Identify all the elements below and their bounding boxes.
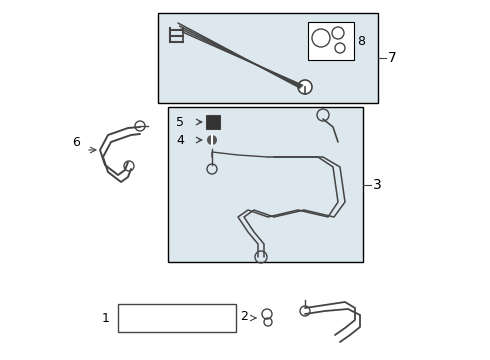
Bar bbox=[118, 304, 236, 332]
Text: 1: 1 bbox=[102, 311, 110, 324]
Text: 8: 8 bbox=[357, 35, 365, 48]
Bar bbox=[168, 107, 363, 262]
Bar bbox=[308, 22, 354, 60]
Text: 3: 3 bbox=[373, 177, 382, 192]
Circle shape bbox=[207, 135, 217, 145]
Text: 5: 5 bbox=[176, 116, 184, 129]
Text: 4: 4 bbox=[176, 134, 184, 147]
Circle shape bbox=[298, 80, 312, 94]
Text: 7: 7 bbox=[388, 51, 397, 65]
Text: 6: 6 bbox=[72, 135, 80, 149]
Bar bbox=[158, 13, 378, 103]
Text: 2: 2 bbox=[240, 310, 248, 323]
Bar bbox=[206, 115, 220, 129]
